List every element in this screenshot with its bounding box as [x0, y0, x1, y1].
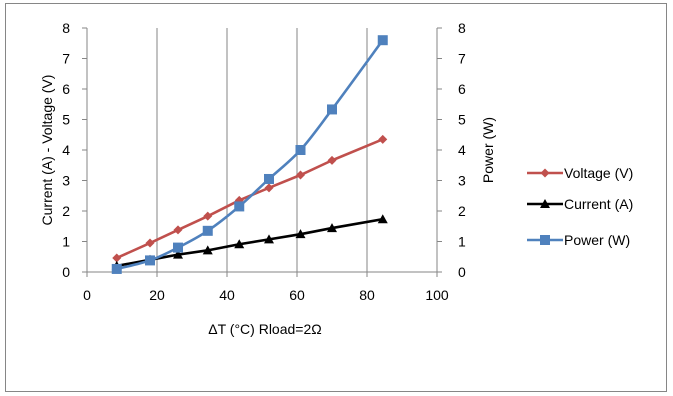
axes	[82, 27, 442, 277]
y-tick-label: 6	[62, 81, 70, 97]
y-tick-label: 5	[62, 112, 70, 128]
y-tick-label: 8	[62, 20, 70, 36]
y2-tick-label: 6	[458, 81, 466, 97]
legend-label-voltage: Voltage (V)	[564, 165, 633, 181]
data-point	[173, 242, 183, 253]
legend: Voltage (V) Current (A) Power (W)	[527, 165, 633, 248]
data-point	[234, 201, 245, 212]
data-point	[202, 225, 213, 236]
data-point	[327, 104, 337, 115]
data-point	[327, 223, 337, 233]
data-point	[145, 238, 155, 248]
data-point	[327, 155, 337, 165]
data-point	[295, 229, 306, 239]
data-point	[173, 249, 183, 259]
series-voltage-v	[112, 134, 388, 263]
legend-label-power: Power (W)	[564, 232, 630, 248]
data-point	[295, 145, 306, 155]
data-point	[203, 211, 213, 221]
x-tick-label: 80	[359, 287, 375, 303]
legend-point	[540, 235, 550, 245]
y2-tick-label: 2	[458, 203, 466, 219]
data-series	[111, 35, 388, 274]
y-tick-label: 3	[62, 173, 70, 189]
x-axis-label: ΔT (°C) Rload=2Ω	[208, 321, 321, 337]
y-axis-label: Current (A) - Voltage (V)	[39, 75, 55, 226]
data-point	[264, 183, 274, 193]
data-point	[377, 214, 388, 224]
legend-item-voltage: Voltage (V)	[527, 165, 633, 181]
legend-marker-current	[527, 199, 563, 208]
legend-item-power: Power (W)	[527, 232, 630, 248]
legend-item-current: Current (A)	[527, 196, 633, 212]
data-point	[296, 170, 305, 180]
x-tick-label: 20	[149, 287, 165, 303]
data-point	[378, 134, 388, 144]
legend-point	[540, 168, 550, 178]
y-tick-label: 7	[62, 51, 70, 67]
y-tick-label: 0	[62, 264, 70, 280]
data-point	[264, 234, 274, 244]
legend-point	[540, 199, 550, 208]
y2-tick-label: 1	[458, 234, 466, 250]
x-tick-label: 0	[83, 287, 91, 303]
y2-tick-label: 5	[458, 112, 466, 128]
legend-label-current: Current (A)	[564, 196, 633, 212]
y2-tick-label: 7	[458, 51, 466, 67]
legend-marker-power	[527, 235, 563, 245]
data-point	[145, 255, 155, 266]
data-point	[112, 253, 122, 263]
y2-tick-label: 4	[458, 142, 466, 158]
y-tick-label: 1	[62, 234, 70, 250]
x-tick-label: 100	[425, 287, 449, 303]
legend-marker-voltage	[527, 168, 563, 178]
x-tick-label: 60	[289, 287, 305, 303]
y2-tick-label: 3	[458, 173, 466, 189]
data-point	[111, 263, 122, 274]
x-tick-label: 40	[219, 287, 235, 303]
y2-axis-label: Power (W)	[480, 117, 496, 183]
chart-frame	[5, 3, 667, 392]
y-tick-label: 4	[62, 142, 70, 158]
y-tick-label: 2	[62, 203, 70, 219]
data-point	[202, 245, 213, 255]
data-point	[173, 225, 183, 235]
y2-tick-label: 8	[458, 20, 466, 36]
data-point	[234, 239, 245, 249]
data-point	[264, 173, 274, 184]
data-point	[377, 35, 388, 46]
y2-tick-label: 0	[458, 264, 466, 280]
series-power-w	[111, 35, 388, 274]
